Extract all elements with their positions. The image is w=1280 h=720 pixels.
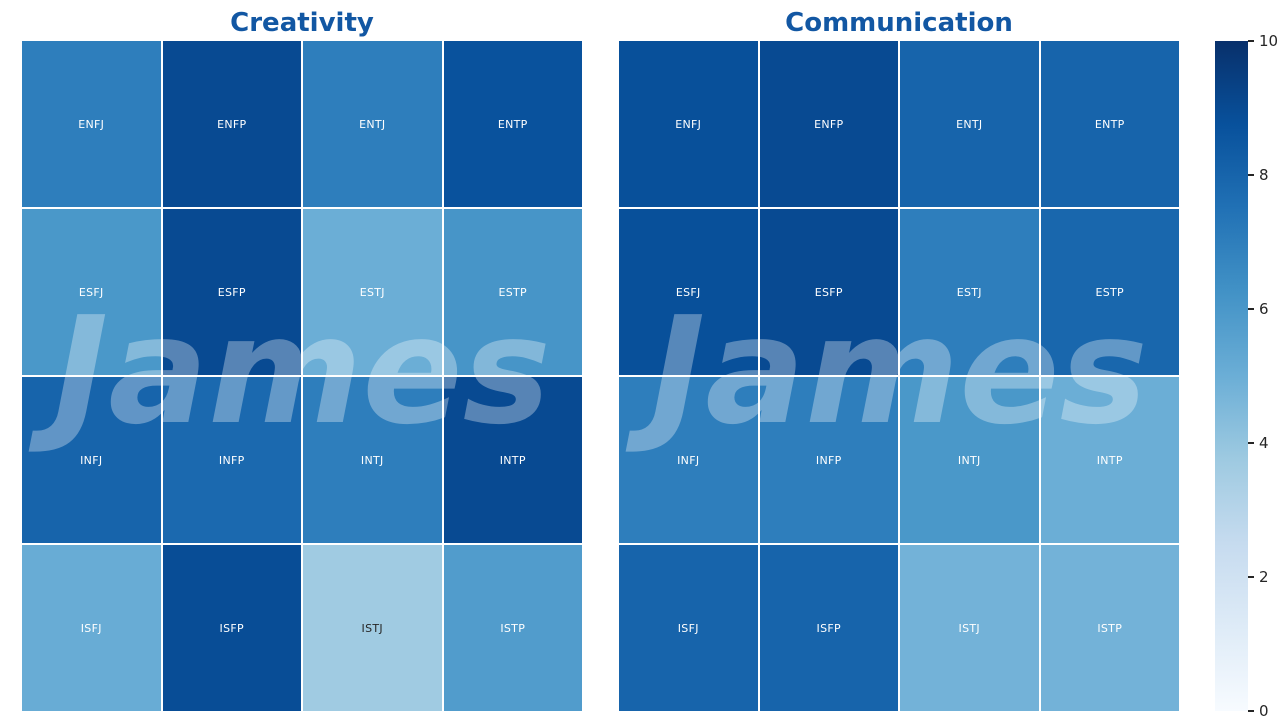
colorbar-tick: [1248, 442, 1254, 444]
heatmap-cell-creativity-infp: INFP: [162, 377, 301, 543]
creativity-title: Creativity: [230, 8, 374, 38]
heatmap-cell-creativity-intj: INTJ: [303, 377, 442, 543]
heatmap-cell-communication-infp: INFP: [759, 377, 898, 543]
heatmap-cell-communication-estp: ESTP: [1040, 209, 1179, 375]
heatmap-cell-creativity-intp: INTP: [443, 377, 582, 543]
heatmap-cell-creativity-estj: ESTJ: [303, 209, 442, 375]
heatmap-cell-communication-esfj: ESFJ: [619, 209, 758, 375]
heatmap-cell-creativity-esfp: ESFP: [162, 209, 301, 375]
heatmap-cell-communication-estj: ESTJ: [900, 209, 1039, 375]
heatmap-cell-communication-intp: INTP: [1040, 377, 1179, 543]
colorbar-tick-label: 8: [1259, 166, 1269, 184]
colorbar-tick: [1248, 40, 1254, 42]
heatmap-cell-creativity-estp: ESTP: [443, 209, 582, 375]
heatmap-cell-communication-isfj: ISFJ: [619, 545, 758, 711]
heatmap-cell-communication-entj: ENTJ: [900, 41, 1039, 207]
heatmap-cell-creativity-esfj: ESFJ: [22, 209, 161, 375]
colorbar-tick-label: 0: [1259, 702, 1269, 720]
heatmap-cell-creativity-entp: ENTP: [443, 41, 582, 207]
heatmap-cell-communication-enfj: ENFJ: [619, 41, 758, 207]
heatmap-cell-communication-intj: INTJ: [900, 377, 1039, 543]
colorbar-tick: [1248, 710, 1254, 712]
colorbar-tick-label: 6: [1259, 300, 1269, 318]
creativity-heatmap: ENFJ ENFP ENTJ ENTP ESFJ ESFP ESTJ ESTP INFJ INFP…: [22, 41, 582, 711]
heatmap-cell-creativity-istp: ISTP: [443, 545, 582, 711]
colorbar-tick: [1248, 576, 1254, 578]
communication-heatmap: ENFJ ENFP ENTJ ENTP ESFJ ESFP ESTJ ESTP INFJ INFP…: [619, 41, 1179, 711]
heatmap-cell-communication-istj: ISTJ: [900, 545, 1039, 711]
heatmap-cell-communication-entp: ENTP: [1040, 41, 1179, 207]
heatmap-cell-creativity-enfp: ENFP: [162, 41, 301, 207]
heatmap-cell-communication-enfp: ENFP: [759, 41, 898, 207]
heatmap-cell-creativity-infj: INFJ: [22, 377, 161, 543]
heatmap-cell-communication-esfp: ESFP: [759, 209, 898, 375]
heatmap-cell-communication-infj: INFJ: [619, 377, 758, 543]
colorbar-tick-label: 10: [1259, 32, 1279, 50]
heatmap-cell-communication-isfp: ISFP: [759, 545, 898, 711]
communication-title: Communication: [785, 8, 1013, 38]
heatmap-cell-creativity-isfp: ISFP: [162, 545, 301, 711]
colorbar: 0 2 4 6 8 10: [1215, 32, 1280, 720]
heatmap-cell-creativity-isfj: ISFJ: [22, 545, 161, 711]
heatmap-cell-creativity-istj: ISTJ: [303, 545, 442, 711]
colorbar-tick: [1248, 308, 1254, 310]
heatmap-cell-communication-istp: ISTP: [1040, 545, 1179, 711]
heatmap-cell-creativity-entj: ENTJ: [303, 41, 442, 207]
colorbar-tick-label: 4: [1259, 434, 1269, 452]
colorbar-gradient: [1215, 41, 1248, 711]
colorbar-tick-label: 2: [1259, 568, 1269, 586]
colorbar-tick: [1248, 174, 1254, 176]
heatmap-cell-creativity-enfj: ENFJ: [22, 41, 161, 207]
